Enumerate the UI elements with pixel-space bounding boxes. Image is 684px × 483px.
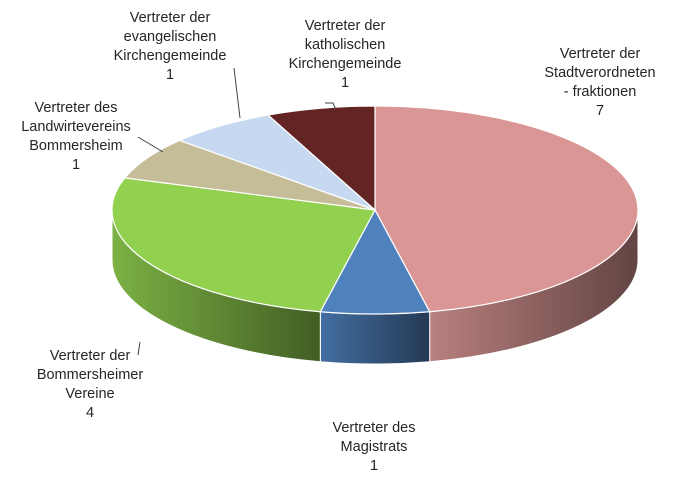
- slice-category-label: Kirchengemeinde: [114, 48, 227, 64]
- slice-category-label: katholischen: [305, 37, 386, 53]
- slice-6: [266, 105, 376, 212]
- slice-category-label: - fraktionen: [564, 84, 637, 100]
- slice-label-2: Vertreter des Magistrats 1: [332, 420, 415, 474]
- slice-category-label: Vertreter der: [560, 46, 641, 62]
- slice-label-3: Vertreter der Bommersheimer Vereine 4: [37, 348, 144, 421]
- slice-label-4: Vertreter des Landwirtevereins Bommersheim…: [21, 100, 131, 173]
- slice-category-label: Vertreter des: [34, 100, 117, 116]
- slice-label-5: Vertreter der evangelischen Kirchengemeind…: [114, 10, 227, 83]
- leader-lines: [137, 67, 337, 356]
- slice-value-label: 4: [86, 405, 94, 421]
- slice-category-label: Magistrats: [341, 439, 408, 455]
- slice-category-label: Stadtverordneten: [544, 65, 655, 81]
- slice-4: [123, 139, 376, 211]
- slice-side-2: [319, 311, 431, 365]
- leader-line-3: [137, 341, 141, 356]
- leader-line-6: [325, 102, 337, 111]
- leader-line-4: [137, 136, 164, 153]
- slice-labels: Vertreter der Stadtverordneten - fraktione…: [21, 10, 655, 474]
- slice-category-label: Bommersheimer: [37, 367, 144, 383]
- slice-category-label: Landwirtevereins: [21, 119, 131, 135]
- leader-line-5: [233, 67, 241, 119]
- slice-value-label: 7: [596, 103, 604, 119]
- slice-category-label: Vertreter der: [305, 18, 386, 34]
- slice-value-label: 1: [166, 67, 174, 83]
- slice-label-6: Vertreter der katholischen Kirchengemeinde…: [289, 18, 402, 91]
- slice-3: [111, 177, 376, 313]
- slice-1: [374, 105, 639, 313]
- slice-value-label: 1: [341, 75, 349, 91]
- slice-5: [177, 114, 376, 211]
- slice-2: [319, 208, 431, 315]
- pie-tops: [111, 105, 639, 315]
- slice-label-1: Vertreter der Stadtverordneten - fraktione…: [544, 46, 655, 119]
- slice-category-label: Vereine: [65, 386, 114, 402]
- slice-category-label: Vertreter des: [332, 420, 415, 436]
- slice-value-label: 1: [370, 458, 378, 474]
- slice-category-label: Vertreter der: [130, 10, 211, 26]
- slice-category-label: Bommersheim: [29, 138, 122, 154]
- slice-value-label: 1: [72, 157, 80, 173]
- slice-category-label: Kirchengemeinde: [289, 56, 402, 72]
- slice-category-label: Vertreter der: [50, 348, 131, 364]
- slice-category-label: evangelischen: [124, 29, 217, 45]
